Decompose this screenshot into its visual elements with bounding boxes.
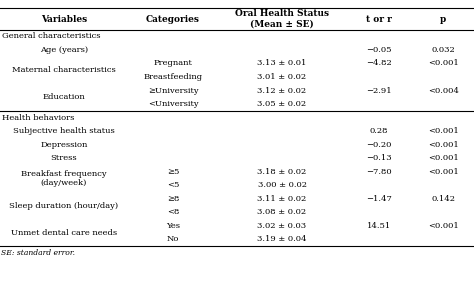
Text: Subjective health status: Subjective health status [13, 127, 115, 135]
Text: 3.11 ± 0.02: 3.11 ± 0.02 [257, 195, 307, 203]
Text: Maternal characteristics: Maternal characteristics [12, 66, 116, 74]
Text: −0.13: −0.13 [366, 154, 392, 162]
Text: <0.001: <0.001 [428, 222, 458, 230]
Text: Variables: Variables [41, 15, 87, 23]
Text: p: p [440, 15, 447, 23]
Text: <0.001: <0.001 [428, 141, 458, 149]
Text: Depression: Depression [40, 141, 88, 149]
Text: <0.001: <0.001 [428, 60, 458, 67]
Text: <0.001: <0.001 [428, 154, 458, 162]
Text: 3.18 ± 0.02: 3.18 ± 0.02 [257, 168, 307, 176]
Text: 0.032: 0.032 [431, 46, 455, 54]
Text: Oral Health Status
(Mean ± SE): Oral Health Status (Mean ± SE) [235, 9, 329, 29]
Text: 3.02 ± 0.03: 3.02 ± 0.03 [257, 222, 307, 230]
Text: 3.13 ± 0.01: 3.13 ± 0.01 [257, 60, 307, 67]
Text: −0.05: −0.05 [366, 46, 392, 54]
Text: General characteristics: General characteristics [2, 32, 101, 40]
Text: 0.142: 0.142 [431, 195, 455, 203]
Text: <0.001: <0.001 [428, 127, 458, 135]
Text: ≥8: ≥8 [167, 195, 179, 203]
Text: No: No [167, 235, 179, 243]
Text: Breakfast frequency
(day/week): Breakfast frequency (day/week) [21, 170, 107, 187]
Text: <5: <5 [167, 181, 179, 189]
Text: 3.08 ± 0.02: 3.08 ± 0.02 [257, 208, 307, 216]
Text: Breastfeeding: Breastfeeding [144, 73, 202, 81]
Text: Categories: Categories [146, 15, 200, 23]
Text: Education: Education [43, 93, 85, 101]
Text: <University: <University [148, 100, 198, 108]
Text: Pregnant: Pregnant [154, 60, 192, 67]
Text: 0.28: 0.28 [370, 127, 389, 135]
Text: SE: standard error.: SE: standard error. [1, 249, 75, 257]
Text: Age (years): Age (years) [40, 46, 88, 54]
Text: ≥5: ≥5 [167, 168, 179, 176]
Text: 3.01 ± 0.02: 3.01 ± 0.02 [257, 73, 307, 81]
Text: Sleep duration (hour/day): Sleep duration (hour/day) [9, 202, 119, 210]
Text: <0.001: <0.001 [428, 168, 458, 176]
Text: ≥University: ≥University [148, 87, 198, 94]
Text: 3.12 ± 0.02: 3.12 ± 0.02 [257, 87, 307, 94]
Text: −2.91: −2.91 [366, 87, 392, 94]
Text: −0.20: −0.20 [366, 141, 392, 149]
Text: Health behaviors: Health behaviors [2, 114, 75, 122]
Text: −4.82: −4.82 [366, 60, 392, 67]
Text: Stress: Stress [51, 154, 77, 162]
Text: Unmet dental care needs: Unmet dental care needs [11, 229, 117, 237]
Text: −1.47: −1.47 [366, 195, 392, 203]
Text: 14.51: 14.51 [367, 222, 392, 230]
Text: <8: <8 [167, 208, 179, 216]
Text: Yes: Yes [166, 222, 180, 230]
Text: 3.05 ± 0.02: 3.05 ± 0.02 [257, 100, 307, 108]
Text: 3.00 ± 0.02: 3.00 ± 0.02 [257, 181, 307, 189]
Text: <0.004: <0.004 [428, 87, 459, 94]
Text: 3.19 ± 0.04: 3.19 ± 0.04 [257, 235, 307, 243]
Text: t or r: t or r [366, 15, 392, 23]
Text: −7.80: −7.80 [366, 168, 392, 176]
